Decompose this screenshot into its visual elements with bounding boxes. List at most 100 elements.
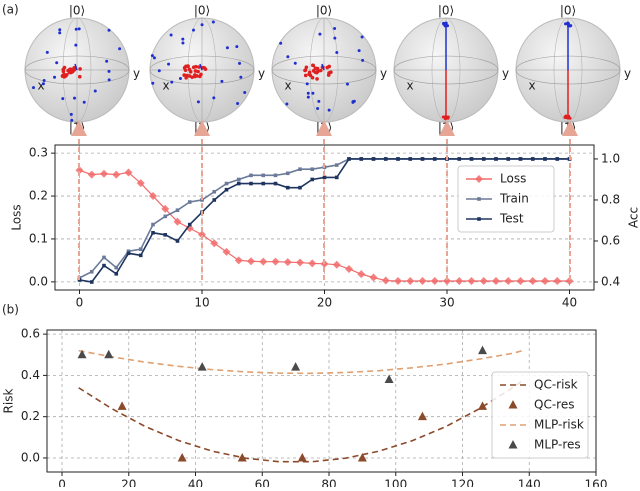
x-tick-label: 100 <box>384 478 407 488</box>
y-tick-label: 0.2 <box>21 409 40 423</box>
marker <box>308 259 316 267</box>
marker <box>419 277 427 285</box>
state-dot <box>201 23 204 26</box>
state-dot <box>318 33 321 36</box>
panel-label: (b) <box>2 303 19 317</box>
x-tick-label: 0 <box>58 478 66 488</box>
marker <box>335 163 339 167</box>
marker <box>198 362 207 371</box>
marker <box>188 223 192 227</box>
marker <box>482 157 486 161</box>
state-dot <box>78 67 82 71</box>
marker <box>127 251 131 255</box>
y2-tick-label: 0.6 <box>601 233 620 247</box>
legend-label: MLP-res <box>534 438 581 452</box>
marker <box>100 170 108 178</box>
state-dot <box>235 45 238 48</box>
state-dot <box>158 69 161 72</box>
sphere-label: |0⟩ <box>194 4 210 18</box>
marker <box>298 453 307 462</box>
state-dot <box>188 68 192 72</box>
state-dot <box>83 101 86 104</box>
state-dot <box>75 28 78 31</box>
state-dot <box>328 109 331 112</box>
state-dot <box>319 69 323 73</box>
state-dot <box>239 76 242 79</box>
state-dot <box>444 115 447 118</box>
marker <box>274 182 278 186</box>
state-dot <box>238 62 241 65</box>
y-tick-label: 0.6 <box>21 327 40 341</box>
marker <box>345 265 353 273</box>
marker <box>431 277 439 285</box>
state-dot <box>62 70 66 74</box>
marker <box>455 277 463 285</box>
marker <box>114 266 118 270</box>
sphere-label: x <box>528 79 535 93</box>
marker <box>212 190 216 194</box>
marker <box>457 157 461 161</box>
x-tick-label: 20 <box>121 478 136 488</box>
state-dot <box>306 82 309 85</box>
marker <box>555 157 559 161</box>
x-tick-label: 0 <box>76 296 84 310</box>
state-dot <box>192 66 196 70</box>
state-dot <box>294 62 297 65</box>
state-dot <box>151 54 154 57</box>
marker <box>504 277 512 285</box>
marker <box>519 157 523 161</box>
state-dot <box>181 38 184 41</box>
x-tick-label: 80 <box>321 478 336 488</box>
state-dot <box>46 51 49 54</box>
marker <box>468 277 476 285</box>
state-dot <box>307 92 310 95</box>
marker <box>335 176 339 180</box>
state-dot <box>118 47 121 50</box>
state-dot <box>108 78 111 81</box>
series-line <box>79 381 523 462</box>
marker <box>517 277 525 285</box>
marker <box>176 239 180 243</box>
state-dot <box>167 63 170 66</box>
marker <box>298 167 302 171</box>
x-tick-label: 40 <box>562 296 577 310</box>
state-dot <box>170 81 173 84</box>
state-dot <box>333 27 336 30</box>
marker <box>372 157 376 161</box>
state-dot <box>63 66 67 70</box>
marker <box>406 277 414 285</box>
state-dot <box>564 115 567 118</box>
sphere-label: |0⟩ <box>69 4 85 18</box>
marker <box>470 157 474 161</box>
state-dot <box>316 107 319 110</box>
marker <box>88 171 96 179</box>
state-dot <box>315 71 319 75</box>
state-dot <box>70 119 73 122</box>
state-dot <box>286 55 289 58</box>
legend-label: MLP-risk <box>534 418 584 432</box>
marker <box>298 186 302 190</box>
marker <box>249 182 253 186</box>
y-tick-label: 0.0 <box>21 450 40 464</box>
marker <box>225 188 229 192</box>
marker <box>323 176 327 180</box>
state-dot <box>194 69 198 73</box>
state-dot <box>74 44 77 47</box>
sphere-label: |1⟩ <box>560 121 576 135</box>
state-dot <box>70 113 73 116</box>
marker <box>272 258 280 266</box>
marker <box>529 277 537 285</box>
state-dot <box>569 117 572 120</box>
sphere-label: |0⟩ <box>438 4 454 18</box>
state-dot <box>564 22 567 25</box>
state-dot <box>78 75 82 79</box>
x-tick-label: 60 <box>255 478 270 488</box>
state-dot <box>327 71 331 75</box>
state-dot <box>335 51 338 54</box>
y-tick-label: 0.0 <box>29 274 48 288</box>
x-tick-label: 160 <box>585 478 608 488</box>
state-dot <box>71 69 75 73</box>
state-dot <box>170 34 173 37</box>
state-dot <box>314 66 318 70</box>
marker <box>382 277 390 285</box>
